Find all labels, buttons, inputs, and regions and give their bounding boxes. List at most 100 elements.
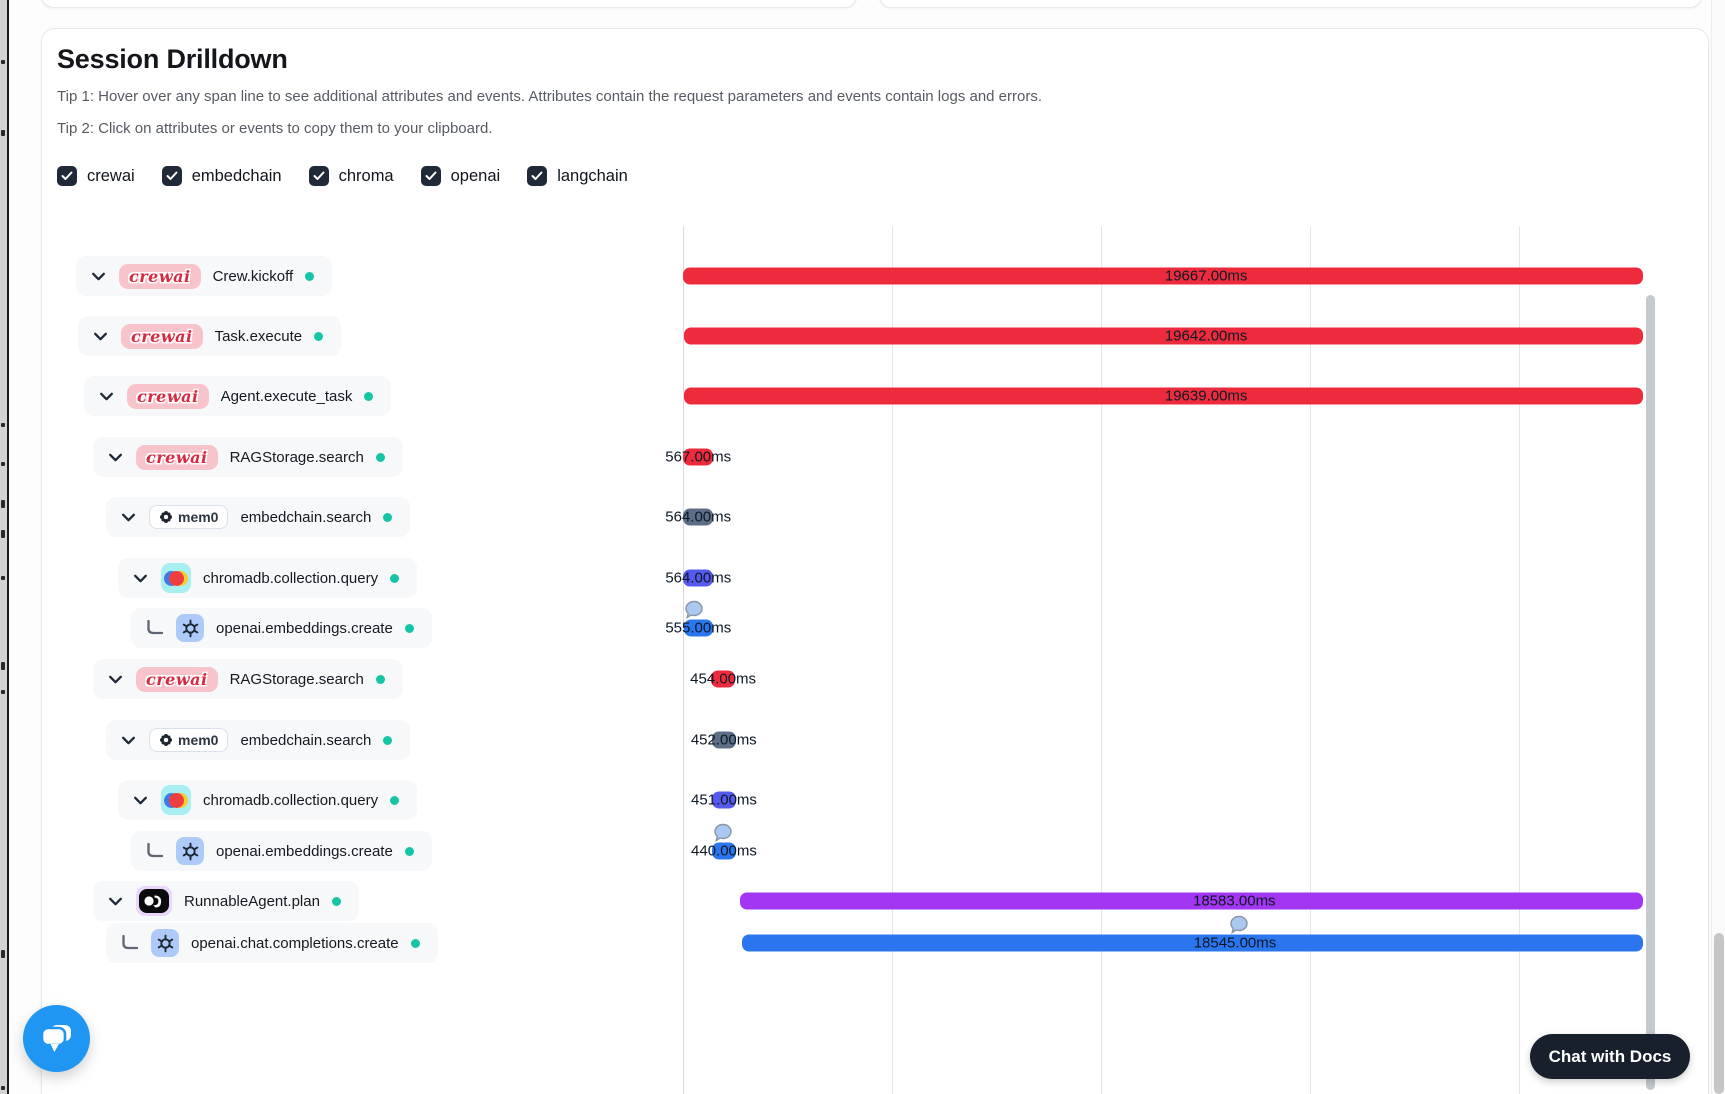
span-duration-bar[interactable] (683, 387, 1643, 405)
checkbox-checked-icon[interactable] (161, 166, 182, 186)
span-name: openai.embeddings.create (216, 619, 393, 637)
span-name: Agent.execute_task (220, 387, 353, 405)
chevron-down-icon[interactable] (90, 268, 107, 285)
span-duration-label: 555.00ms (665, 619, 732, 637)
openai-logo (151, 929, 179, 957)
tip-2: Tip 2: Click on attributes or events to … (57, 120, 493, 137)
span-duration-label: 454.00ms (690, 670, 757, 688)
sidebar-fragment (1, 662, 5, 670)
span-row[interactable]: openai.embeddings.create (131, 608, 432, 648)
span-duration-bar[interactable] (711, 791, 736, 809)
timeline-gridline (1101, 226, 1102, 1094)
chroma-logo (161, 785, 191, 815)
event-speech-bubble-icon[interactable] (1230, 915, 1248, 935)
top-card-left (41, 0, 857, 8)
filter-chroma[interactable]: chroma (308, 166, 394, 186)
span-status-dot (305, 271, 315, 281)
chroma-logo (161, 563, 191, 593)
chevron-down-icon[interactable] (107, 671, 124, 688)
span-duration-bar[interactable] (739, 892, 1643, 910)
span-row[interactable]: crewai RAGStorage.search (93, 437, 403, 477)
chevron-down-icon[interactable] (132, 570, 149, 587)
langchain-logo (136, 886, 172, 916)
span-duration-label: 19642.00ms (1164, 327, 1248, 345)
timeline-gridline (1310, 226, 1311, 1094)
sidebar-fragment (1, 130, 5, 136)
chevron-down-icon[interactable] (120, 509, 137, 526)
span-row[interactable]: crewai Task.execute (78, 316, 342, 356)
chart-scrollbar-thumb[interactable] (1646, 295, 1655, 1090)
page-scrollbar-thumb[interactable] (1714, 933, 1724, 1094)
span-duration-bar[interactable] (683, 569, 714, 587)
page-title: Session Drilldown (57, 44, 288, 74)
span-row[interactable]: chromadb.collection.query (118, 558, 418, 598)
span-status-dot (410, 938, 420, 948)
provider-filters: crewai embedchain chroma openai langchai… (57, 166, 628, 186)
span-duration-bar[interactable] (711, 670, 736, 688)
span-duration-bar[interactable] (711, 731, 736, 749)
tip-1: Tip 1: Hover over any span line to see a… (57, 88, 1043, 105)
span-duration-bar[interactable] (683, 619, 714, 637)
span-row[interactable]: mem0 embedchain.search (106, 720, 411, 760)
chevron-down-icon[interactable] (98, 388, 115, 405)
span-row[interactable]: openai.embeddings.create (131, 831, 432, 871)
span-duration-label: 567.00ms (665, 448, 732, 466)
filter-label: langchain (557, 166, 628, 185)
event-speech-bubble-icon[interactable] (714, 823, 732, 843)
span-row[interactable]: crewai Crew.kickoff (76, 256, 333, 296)
span-name: Crew.kickoff (212, 267, 294, 285)
timeline-gridline (683, 226, 684, 1094)
span-duration-bar[interactable] (683, 448, 714, 466)
checkbox-checked-icon[interactable] (527, 166, 548, 186)
top-card-right (879, 0, 1702, 8)
filter-crewai[interactable]: crewai (57, 166, 135, 186)
chat-widget-button[interactable] (23, 1005, 90, 1072)
filter-langchain[interactable]: langchain (527, 166, 628, 186)
chevron-down-icon[interactable] (107, 893, 124, 910)
span-row[interactable]: mem0 embedchain.search (106, 497, 411, 537)
span-duration-label: 18583.00ms (1193, 892, 1276, 910)
checkbox-checked-icon[interactable] (308, 166, 329, 186)
collapsed-sidebar-strip[interactable] (0, 0, 9, 1094)
span-name: Task.execute (214, 327, 303, 345)
chevron-down-icon[interactable] (120, 732, 137, 749)
span-duration-bar[interactable] (683, 267, 1643, 285)
filter-openai[interactable]: openai (420, 166, 500, 186)
elbow-connector-icon (120, 934, 139, 952)
span-duration-label: 564.00ms (665, 508, 732, 526)
checkbox-checked-icon[interactable] (420, 166, 441, 186)
sidebar-fragment (1, 690, 5, 694)
span-name: embedchain.search (240, 508, 372, 526)
span-name: RAGStorage.search (229, 448, 364, 466)
span-duration-label: 19639.00ms (1164, 387, 1248, 405)
span-row[interactable]: chromadb.collection.query (118, 780, 418, 820)
crewai-logo: crewai (121, 323, 203, 349)
span-duration-bar[interactable] (683, 327, 1643, 345)
span-status-dot (364, 391, 374, 401)
sidebar-fragment (1, 423, 5, 427)
chat-with-docs-button[interactable]: Chat with Docs (1530, 1034, 1690, 1079)
span-row[interactable]: RunnableAgent.plan (93, 881, 359, 921)
sidebar-fragment (1, 500, 5, 508)
span-duration-bar[interactable] (683, 508, 714, 526)
span-row[interactable]: crewai RAGStorage.search (93, 659, 403, 699)
sidebar-fragment (1, 1086, 5, 1090)
span-duration-label: 564.00ms (665, 569, 732, 587)
page-scrollbar[interactable] (1711, 0, 1725, 1094)
span-duration-label: 452.00ms (690, 731, 757, 749)
crewai-logo: crewai (136, 666, 218, 692)
filter-label: crewai (87, 166, 135, 185)
span-row[interactable]: crewai Agent.execute_task (84, 376, 392, 416)
span-duration-bar[interactable] (712, 842, 736, 860)
crewai-logo: crewai (119, 263, 201, 289)
span-duration-bar[interactable] (741, 934, 1643, 952)
sidebar-fragment (1, 462, 5, 466)
chevron-down-icon[interactable] (107, 449, 124, 466)
checkbox-checked-icon[interactable] (57, 166, 77, 186)
event-speech-bubble-icon[interactable] (685, 600, 703, 620)
chevron-down-icon[interactable] (92, 328, 109, 345)
filter-embedchain[interactable]: embedchain (161, 166, 282, 186)
span-row[interactable]: openai.chat.completions.create (106, 923, 438, 963)
chevron-down-icon[interactable] (132, 792, 149, 809)
